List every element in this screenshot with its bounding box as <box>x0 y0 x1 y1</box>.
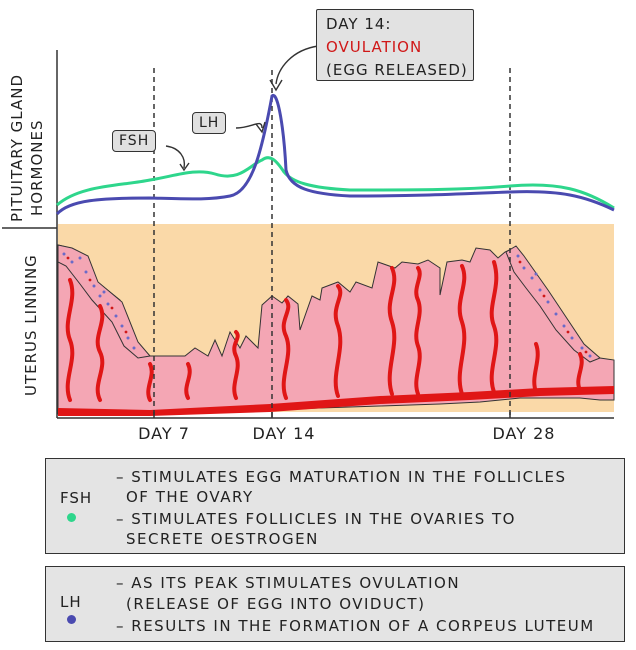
callout-day: DAY 14: <box>326 15 392 33</box>
legend-lh-line-3: – RESULTS IN THE FORMATION OF A CORPEUS … <box>116 617 595 635</box>
legend-fsh-line-1: – STIMULATES EGG MATURATION IN THE FOLLI… <box>116 468 567 486</box>
day-markers <box>153 68 511 418</box>
dotted-cells-red <box>66 256 588 354</box>
lh-dot-icon <box>67 615 76 624</box>
day-ticks <box>153 412 511 418</box>
fsh-curve <box>56 156 615 210</box>
callout-egg-released: (EGG RELEASED) <box>326 61 468 79</box>
fsh-dot-icon <box>67 513 76 522</box>
ovulation-callout: DAY 14: OVULATION (EGG RELEASED) <box>316 9 474 81</box>
legend-lh-line-1: – AS ITS PEAK STIMULATES OVULATION <box>116 574 461 592</box>
legend-fsh-name: FSH <box>60 489 93 507</box>
axis-label-hormones: HORMONES <box>28 119 46 216</box>
lh-tag: LH <box>192 112 227 134</box>
day-label-7: DAY 7 <box>138 424 190 443</box>
callout-ovulation: OVULATION <box>326 38 423 56</box>
spiral-arteries <box>65 260 584 402</box>
day-label-14: DAY 14 <box>252 424 316 443</box>
lh-curve <box>55 94 615 216</box>
day-label-28: DAY 28 <box>492 424 556 443</box>
legend-lh-line-2: (RELEASE OF EGG INTO OVIDUCT) <box>126 595 426 613</box>
axis-label-pituitary: PITUITARY GLAND <box>8 73 26 222</box>
legend-fsh-line-2: OF THE OVARY <box>126 488 254 506</box>
dotted-cells <box>62 252 592 358</box>
pointer-arrows <box>165 45 319 172</box>
legend-fsh-line-3: – STIMULATES FOLLICLES IN THE OVARIES TO <box>116 510 516 528</box>
legend-lh-name: LH <box>60 593 82 611</box>
shedding-layer-left <box>57 244 151 359</box>
legend-lh: LH – AS ITS PEAK STIMULATES OVULATION (R… <box>45 566 625 642</box>
axis-label-uterus: UTERUS LINNING <box>22 254 40 396</box>
fsh-tag: FSH <box>112 130 157 152</box>
shedding-layer-right <box>505 245 601 363</box>
legend-fsh-line-4: SECRETE OESTROGEN <box>126 530 319 548</box>
base-blood-vessel <box>58 386 614 416</box>
uterus-lining <box>57 244 615 415</box>
legend-fsh: FSH – STIMULATES EGG MATURATION IN THE F… <box>45 458 625 554</box>
